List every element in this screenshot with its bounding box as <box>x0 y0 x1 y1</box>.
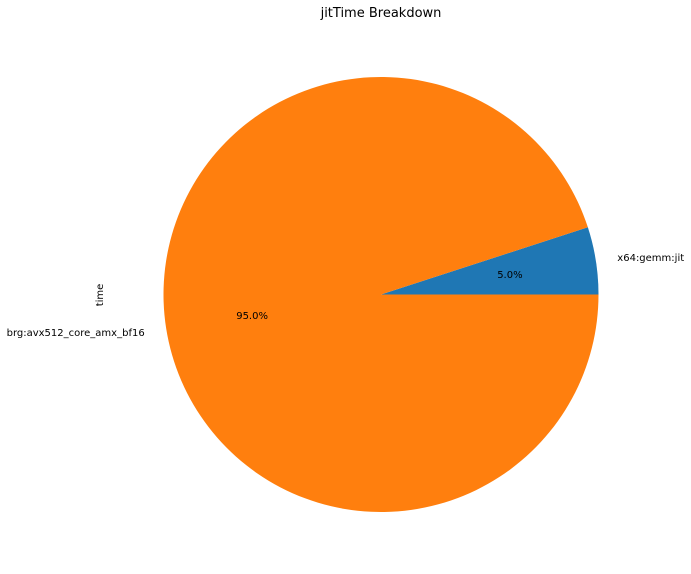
pie-slices <box>163 76 599 513</box>
slice-label-0: x64:gemm:jit <box>617 253 684 264</box>
y-axis-label: time <box>95 284 106 307</box>
slice-percent-0: 5.0% <box>497 270 522 281</box>
pie-slice-1 <box>163 76 599 513</box>
chart-title: jitTime Breakdown <box>320 6 442 21</box>
pie-labels: x64:gemm:jit 5.0% brg:avx512_core_amx_bf16… <box>7 253 685 339</box>
pie-slice-0 <box>381 227 599 295</box>
slice-label-1: brg:avx512_core_amx_bf16 <box>7 328 145 339</box>
slice-percent-1: 95.0% <box>236 311 268 322</box>
